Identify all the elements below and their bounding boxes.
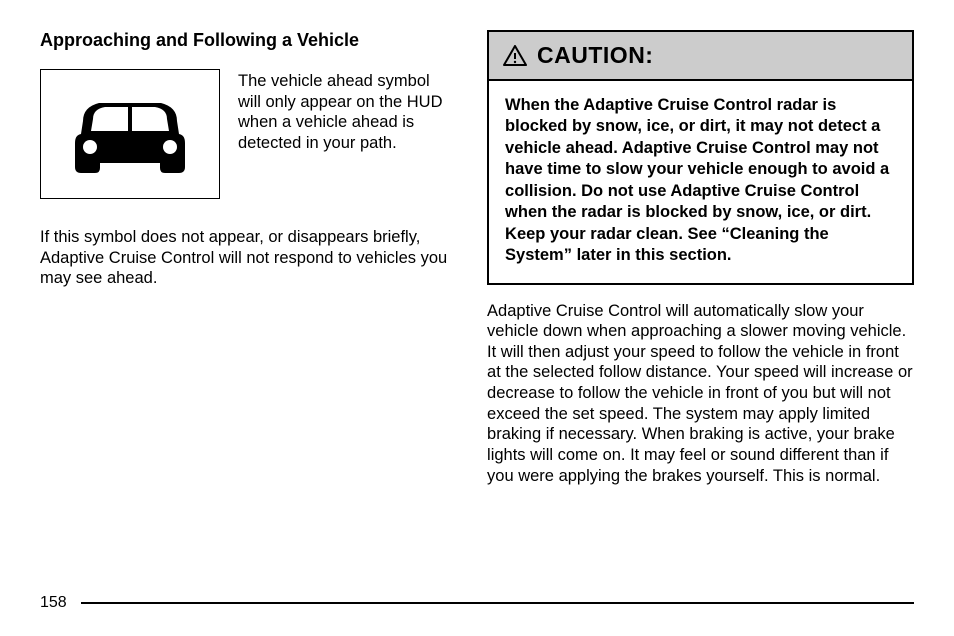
section-heading: Approaching and Following a Vehicle	[40, 30, 457, 51]
left-body-text: If this symbol does not appear, or disap…	[40, 227, 457, 289]
warning-triangle-icon	[503, 45, 527, 67]
footer-rule	[81, 602, 914, 604]
caution-box: CAUTION: When the Adaptive Cruise Contro…	[487, 30, 914, 285]
caution-body-text: When the Adaptive Cruise Control radar i…	[489, 81, 912, 283]
right-column: CAUTION: When the Adaptive Cruise Contro…	[487, 30, 914, 486]
page-content: Approaching and Following a Vehicle The …	[40, 30, 914, 486]
left-column: Approaching and Following a Vehicle The …	[40, 30, 457, 486]
car-icon	[65, 89, 195, 179]
vehicle-ahead-symbol-box	[40, 69, 220, 199]
right-body-text: Adaptive Cruise Control will automatical…	[487, 301, 914, 487]
symbol-row: The vehicle ahead symbol will only appea…	[40, 69, 457, 199]
caution-header: CAUTION:	[489, 32, 912, 81]
caution-title: CAUTION:	[537, 42, 653, 69]
page-footer: 158	[40, 594, 914, 612]
symbol-description: The vehicle ahead symbol will only appea…	[238, 69, 457, 199]
page-number: 158	[40, 594, 67, 612]
